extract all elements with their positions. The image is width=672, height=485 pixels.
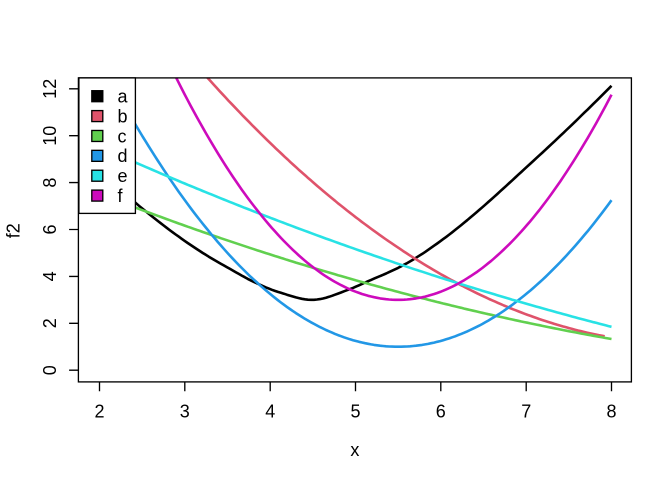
svg-text:b: b [118,106,128,126]
svg-text:10: 10 [40,126,60,146]
svg-text:d: d [118,146,128,166]
svg-text:12: 12 [40,79,60,99]
svg-text:e: e [118,166,128,186]
svg-text:4: 4 [265,402,275,422]
svg-text:8: 8 [606,402,616,422]
svg-text:2: 2 [40,318,60,328]
svg-text:7: 7 [521,402,531,422]
svg-text:3: 3 [180,402,190,422]
svg-text:x: x [350,440,359,460]
svg-text:2: 2 [94,402,104,422]
svg-text:4: 4 [40,271,60,281]
svg-text:f2: f2 [4,223,24,238]
svg-text:c: c [118,126,127,146]
svg-text:6: 6 [40,224,60,234]
svg-text:0: 0 [40,365,60,375]
svg-text:6: 6 [436,402,446,422]
svg-text:f: f [118,186,124,206]
svg-text:5: 5 [350,402,360,422]
svg-text:a: a [118,87,129,107]
svg-text:8: 8 [40,178,60,188]
